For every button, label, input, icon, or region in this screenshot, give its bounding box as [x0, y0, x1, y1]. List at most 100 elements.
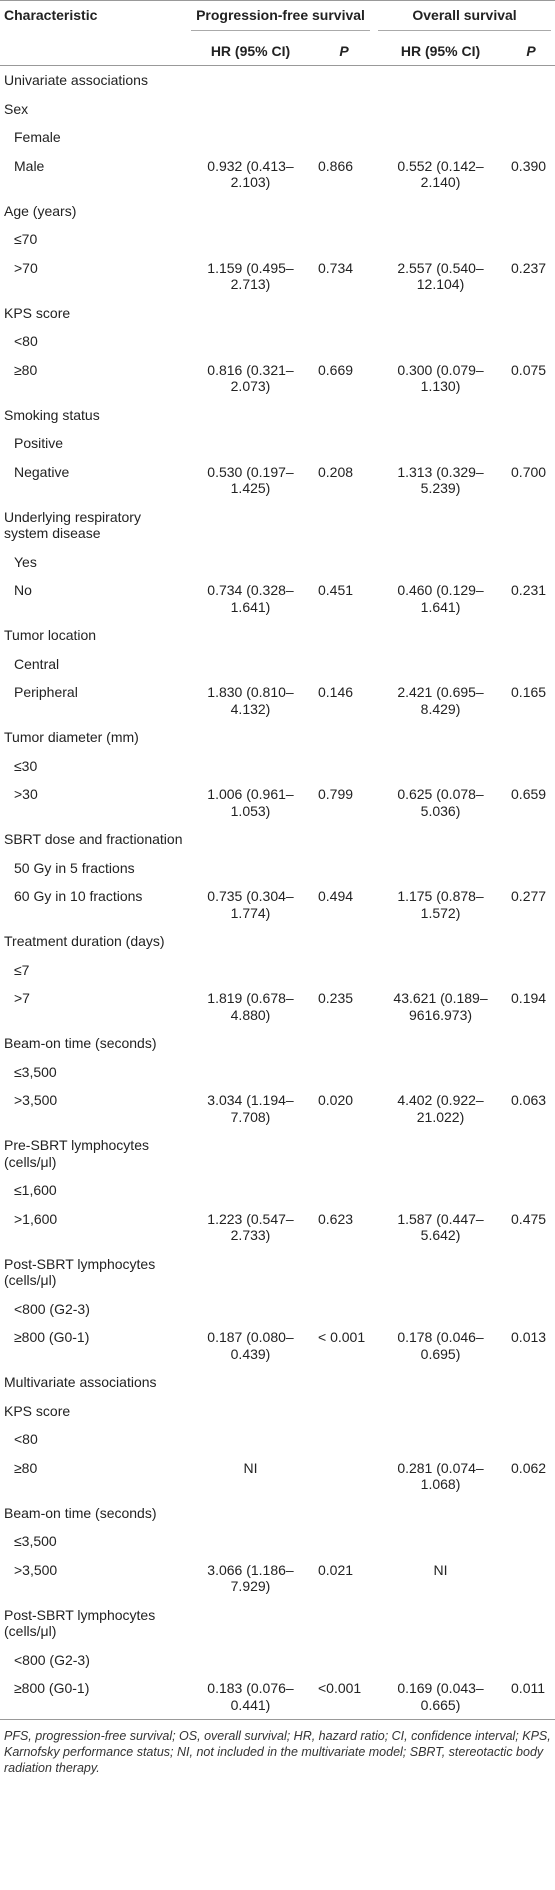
- empty-cell: [187, 66, 314, 95]
- table-row: Beam-on time (seconds): [0, 1029, 555, 1058]
- empty-cell: [374, 123, 507, 152]
- hr-cell: 1.175 (0.878–1.572): [397, 888, 484, 921]
- empty-cell: [314, 123, 374, 152]
- p-cell: 0.075: [511, 361, 547, 378]
- p-cell: 0.013: [511, 1329, 547, 1345]
- row-label: ≥80: [14, 1459, 38, 1476]
- table-row: >3,500 3.034 (1.194–7.708) 0.020 4.402 (0.9…: [0, 1086, 555, 1131]
- empty-cell: [187, 956, 314, 985]
- empty-cell: [314, 956, 374, 985]
- row-label: >7: [14, 990, 30, 1006]
- empty-cell: [314, 1454, 374, 1499]
- empty-cell: [314, 1295, 374, 1324]
- empty-cell: [187, 752, 314, 781]
- empty-cell: [507, 225, 555, 254]
- table-row: Multivariate associations: [0, 1368, 555, 1397]
- empty-cell: [374, 1058, 507, 1087]
- empty-cell: [507, 401, 555, 430]
- p-cell: 0.669: [318, 361, 354, 378]
- empty-cell: [507, 1058, 555, 1087]
- row-label: Female: [14, 129, 61, 145]
- row-label: Central: [14, 655, 60, 672]
- hr-cell: 4.402 (0.922–21.022): [397, 1092, 484, 1125]
- p-cell: 0.659: [511, 786, 547, 802]
- table-row: Female: [0, 123, 555, 152]
- empty-cell: [187, 1425, 314, 1454]
- table-row: ≥80 0.816 (0.321–2.073) 0.669 0.300 (0.079–…: [0, 356, 555, 401]
- row-label: ≥800 (G0-1): [14, 1329, 90, 1345]
- table-row: Peripheral 1.830 (0.810–4.132) 0.146 2.421 …: [0, 678, 555, 723]
- empty-cell: [314, 1601, 374, 1646]
- empty-cell: [314, 723, 374, 752]
- hr-cell: 0.281 (0.074–1.068): [397, 1459, 484, 1493]
- hr-cell: 0.552 (0.142–2.140): [397, 157, 484, 191]
- empty-cell: [374, 225, 507, 254]
- row-label: Yes: [14, 553, 37, 570]
- empty-cell: [507, 1176, 555, 1205]
- empty-cell: [187, 723, 314, 752]
- hr-cell: 0.932 (0.413–2.103): [207, 157, 294, 191]
- table-row: Post-SBRT lymphocytes (cells/μl): [0, 1601, 555, 1646]
- empty-cell: [507, 1646, 555, 1675]
- sub-header: HR (95% CI): [187, 36, 314, 66]
- row-label: Treatment duration (days): [4, 933, 165, 949]
- table-row: SBRT dose and fractionation: [0, 825, 555, 854]
- empty-cell: [187, 650, 314, 679]
- hr-cell: 43.621 (0.189–9616.973): [393, 990, 488, 1023]
- empty-cell: [374, 503, 507, 548]
- empty-cell: [507, 327, 555, 356]
- row-label: Post-SBRT lymphocytes (cells/μl): [4, 1255, 156, 1289]
- empty-cell: [507, 95, 555, 124]
- row-label: >1,600: [14, 1210, 58, 1227]
- row-label: >3,500: [14, 1092, 58, 1108]
- table-row: Tumor diameter (mm): [0, 723, 555, 752]
- empty-cell: [187, 1527, 314, 1556]
- empty-cell: [374, 1601, 507, 1646]
- empty-cell: [314, 621, 374, 650]
- empty-cell: [374, 723, 507, 752]
- p-cell: 0.165: [511, 684, 547, 700]
- row-label: Smoking status: [4, 406, 100, 423]
- p-cell: 0.451: [318, 582, 354, 598]
- row-label: Underlying respiratory system disease: [4, 508, 141, 542]
- hr-cell: 1.819 (0.678–4.880): [207, 990, 294, 1023]
- empty-cell: [314, 1397, 374, 1426]
- p-cell: 0.700: [511, 463, 547, 480]
- empty-cell: [374, 650, 507, 679]
- empty-cell: [314, 197, 374, 226]
- row-label: KPS score: [4, 304, 71, 321]
- hr-cell: 1.223 (0.547–2.733): [207, 1210, 294, 1244]
- empty-cell: [374, 1250, 507, 1295]
- row-label: ≤3,500: [14, 1063, 57, 1080]
- hr-cell: 1.313 (0.329–5.239): [397, 463, 484, 497]
- hr-cell: 2.421 (0.695–8.429): [397, 684, 484, 717]
- row-label: Positive: [14, 435, 64, 451]
- row-label: <800 (G2-3): [14, 1300, 90, 1317]
- hr-cell: 1.006 (0.961–1.053): [207, 786, 294, 819]
- empty-cell: [507, 548, 555, 577]
- empty-cell: [314, 1029, 374, 1058]
- table-row: >70 1.159 (0.495–2.713) 0.734 2.557 (0.540–…: [0, 254, 555, 299]
- table-row: ≤3,500: [0, 1058, 555, 1087]
- p-cell: 0.021: [318, 1561, 354, 1578]
- p-cell: 0.231: [511, 582, 547, 598]
- empty-cell: [507, 752, 555, 781]
- empty-cell: [507, 299, 555, 328]
- group-header: Overall survival: [378, 7, 552, 31]
- p-cell: 0.011: [507, 1674, 555, 1720]
- row-label: Multivariate associations: [4, 1374, 157, 1390]
- empty-cell: [314, 95, 374, 124]
- row-label: <80: [14, 333, 38, 349]
- table-row: Post-SBRT lymphocytes (cells/μl): [0, 1250, 555, 1295]
- table-row: KPS score: [0, 1397, 555, 1426]
- p-cell: 0.237: [511, 259, 547, 276]
- table-row: >3,500 3.066 (1.186–7.929) 0.021 NI: [0, 1556, 555, 1601]
- empty-cell: [507, 1368, 555, 1397]
- hr-cell: 0.183 (0.076–0.441): [187, 1674, 314, 1720]
- empty-cell: [314, 854, 374, 883]
- p-cell: 0.062: [511, 1459, 547, 1476]
- empty-cell: [374, 1029, 507, 1058]
- empty-cell: [187, 95, 314, 124]
- empty-cell: [187, 429, 314, 458]
